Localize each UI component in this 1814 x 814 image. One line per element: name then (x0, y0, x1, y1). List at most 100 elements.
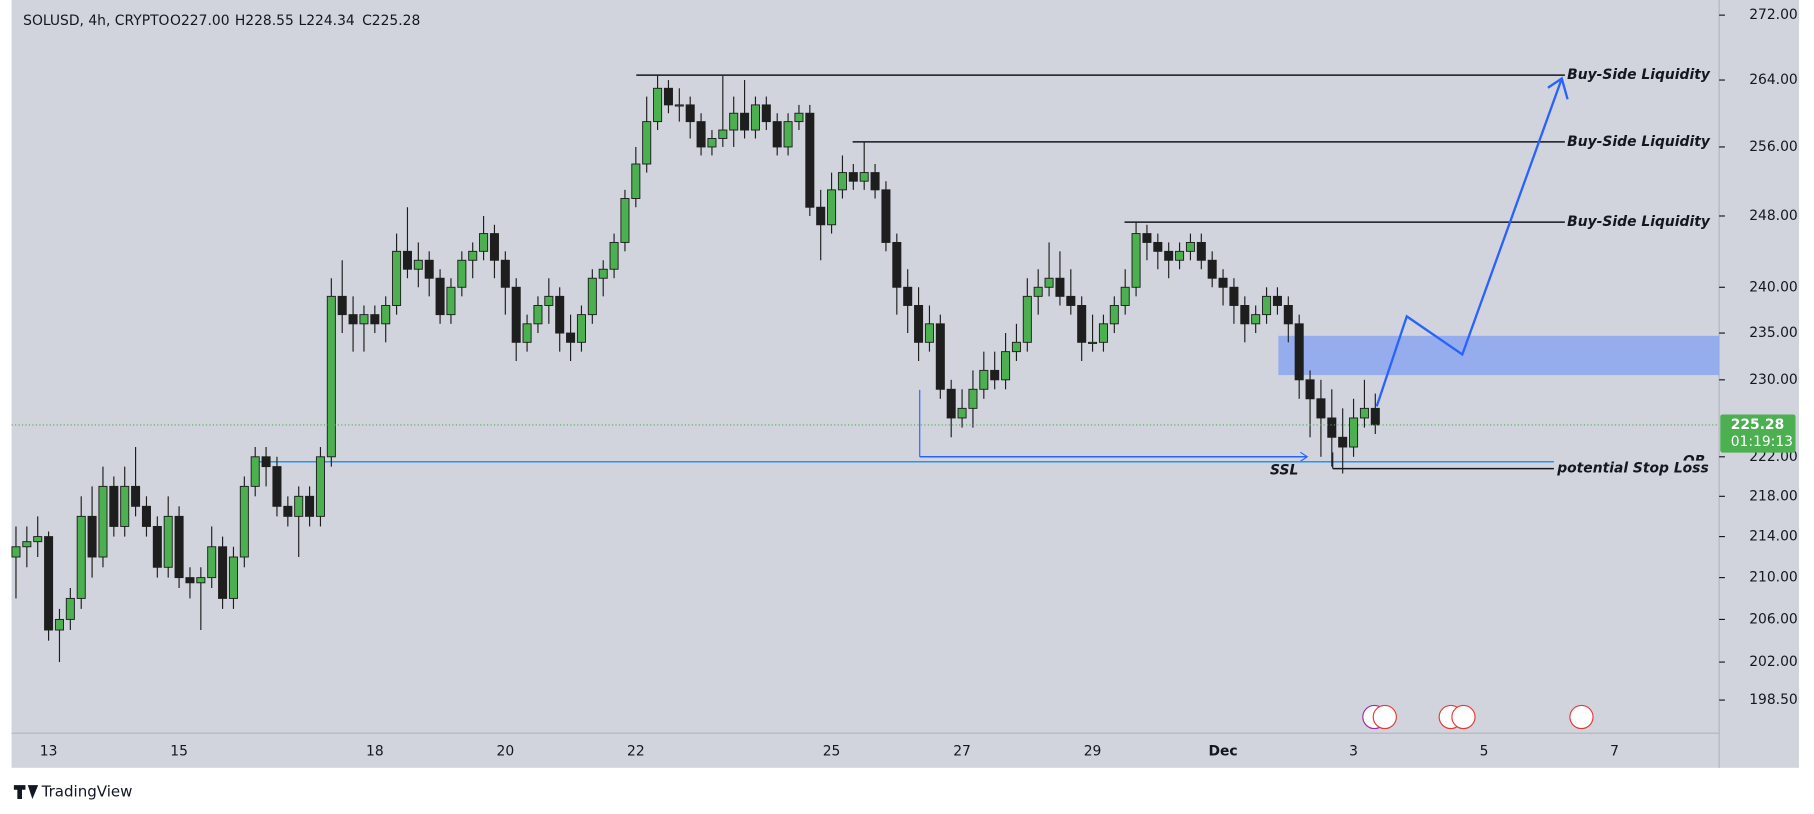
candle-body (740, 112, 750, 131)
candle-body (631, 163, 641, 199)
candle-body (424, 259, 434, 279)
y-tick-label: 198.50 (1749, 692, 1798, 708)
y-tick-label: 240.00 (1749, 279, 1798, 295)
candle-body (315, 456, 325, 517)
candle-body (1349, 417, 1359, 448)
x-tick-label: 7 (1610, 744, 1619, 760)
candle-body (348, 314, 358, 325)
candle-body (435, 277, 445, 316)
x-tick-label: 25 (823, 744, 841, 760)
order-block-zone (1278, 335, 1720, 376)
candle-body (924, 323, 934, 343)
candle-body (1316, 398, 1326, 419)
candle-body (914, 305, 924, 343)
logo-icon (13, 785, 39, 799)
candle-body (870, 172, 880, 191)
event-icons (1362, 704, 1594, 730)
candle-body (511, 286, 521, 343)
candle-body (1001, 351, 1011, 381)
candle-body (98, 485, 108, 558)
candle-body (457, 259, 467, 288)
candle-body (642, 121, 652, 165)
candle-body (359, 314, 369, 325)
candle-body (957, 407, 967, 419)
candle-body (827, 189, 837, 226)
candle-body (533, 305, 543, 325)
candle-body (620, 198, 630, 243)
candle-body (174, 515, 184, 579)
candle-body (881, 189, 891, 243)
candle-body (816, 206, 826, 226)
candle-body (544, 295, 554, 306)
candle-body (609, 241, 619, 270)
candle-body (674, 104, 684, 107)
candle-body (1033, 286, 1043, 297)
level-label: SSL (1270, 463, 1298, 479)
candles (11, 75, 1380, 663)
candle-body (228, 556, 238, 599)
candle-body (805, 112, 815, 208)
candle-body (729, 112, 739, 131)
candle-body (1370, 407, 1380, 426)
candle-body (1022, 295, 1032, 343)
candle-body (707, 138, 717, 148)
x-tick-label: Dec (1208, 744, 1237, 760)
last-price-box (1720, 414, 1796, 453)
x-tick-label: 5 (1480, 744, 1489, 760)
candle-body (761, 104, 771, 123)
y-tick-label: 235.00 (1749, 325, 1798, 341)
level-label: Buy-Side Liquidity (1567, 67, 1711, 83)
candle-body (1272, 295, 1282, 306)
candle-body (1338, 436, 1348, 448)
level-label: Buy-Side Liquidity (1567, 134, 1711, 150)
candle-body (272, 466, 282, 507)
candle-body (76, 515, 86, 599)
candle-body (1229, 286, 1239, 306)
header: SOLUSD, 4h, CRYPTO O227.00 H228.55 L224.… (23, 13, 420, 29)
candle-body (22, 541, 32, 548)
candle-body (1327, 417, 1337, 438)
x-tick-label: 22 (627, 744, 645, 760)
candle-body (446, 286, 456, 316)
candle-body (1294, 323, 1304, 381)
candle-body (750, 104, 760, 131)
ohlc-open: O227.00 (170, 13, 229, 29)
y-tick-label: 214.00 (1749, 529, 1798, 545)
candle-body (283, 505, 293, 517)
arrow-head (1300, 451, 1309, 462)
candle-body (1098, 323, 1108, 343)
chart-background (11, 0, 1799, 768)
candle-body (1207, 259, 1217, 279)
y-tick-label: 264.00 (1749, 72, 1798, 88)
symbol: SOLUSD, 4h, CRYPTO (23, 13, 169, 29)
x-tick-label: 29 (1084, 744, 1102, 760)
x-tick-label: 20 (496, 744, 514, 760)
label-bg (1564, 133, 1714, 150)
candle-body (218, 546, 228, 599)
candle-body (44, 536, 54, 631)
candle-body (250, 456, 260, 487)
y-tick-label: 230.00 (1749, 372, 1798, 388)
candle-body (1240, 305, 1250, 325)
candle-body (587, 277, 597, 316)
candle-body (468, 250, 478, 261)
candle-body (685, 104, 695, 123)
x-tick-label: 3 (1349, 744, 1358, 760)
y-tick-label: 218.00 (1749, 488, 1798, 504)
candle-body (1283, 305, 1293, 325)
candle-body (402, 250, 412, 270)
candle-body (54, 618, 64, 631)
candle-body (1359, 407, 1369, 419)
candle-body (120, 485, 130, 527)
watermark: TradingView (41, 783, 133, 801)
candle-body (33, 536, 43, 543)
candle-body (337, 295, 347, 316)
candle-body (131, 485, 141, 507)
candle-body (305, 495, 315, 517)
candle-body (413, 259, 423, 270)
candle-body (1218, 277, 1228, 288)
candle-body (892, 241, 902, 288)
candle-body (979, 369, 989, 390)
y-tick-label: 248.00 (1749, 208, 1798, 224)
